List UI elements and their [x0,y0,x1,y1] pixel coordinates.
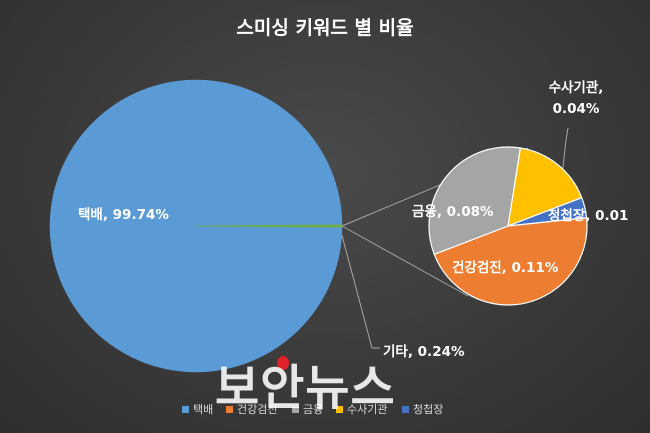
legend-swatch [226,406,233,413]
label-금융: 금융, 0.08% [412,204,494,220]
label-건강검진: 건강검진, 0.11% [452,259,559,276]
legend-label: 택배 [193,403,213,416]
slice-건강검진 [433,217,588,306]
watermark-logo: 보안뉴스 [215,360,396,416]
connector-lower [341,225,469,297]
chart-title: 스미싱 키워드 별 비율 [236,17,413,39]
legend-item-수사기관: 수사기관 [336,403,387,416]
legend-item-건강검진: 건강검진 [226,403,277,416]
label-택배: 택배, 99.74% [78,206,169,223]
leader-수사기관 [561,127,569,177]
legend-item-택배: 택배 [182,403,213,416]
label-청첩장: 청첩장, 0.01 [548,207,628,224]
slice-금융 [428,146,522,256]
watermark-dot [277,356,289,370]
legend-swatch [402,406,409,413]
legend-label: 금융 [303,403,323,416]
main-pie [49,79,343,373]
legend-swatch [292,406,299,413]
slice-기타 [195,224,343,228]
legend-swatch [336,406,343,413]
slice-택배 [49,79,343,373]
legend-label: 건강검진 [237,403,277,416]
legend: 택배 건강검진 금융 수사기관 청첩장 [182,403,443,416]
leader-기타 [339,227,380,349]
legend-label: 청첩장 [413,403,443,416]
label-기타: 기타, 0.24% [383,344,465,360]
legend-item-청첩장: 청첩장 [402,403,443,416]
label-수사기관: 수사기관, 0.04% [549,79,604,117]
legend-swatch [182,406,189,413]
legend-item-금융: 금융 [292,403,323,416]
slice-수사기관 [507,147,583,227]
legend-label: 수사기관 [347,403,387,416]
data-labels: 택배, 99.74% 기타, 0.24% 수사기관, 0.04% 청첩장, 0.01 건강… [78,79,628,360]
secondary-pie [428,146,588,306]
